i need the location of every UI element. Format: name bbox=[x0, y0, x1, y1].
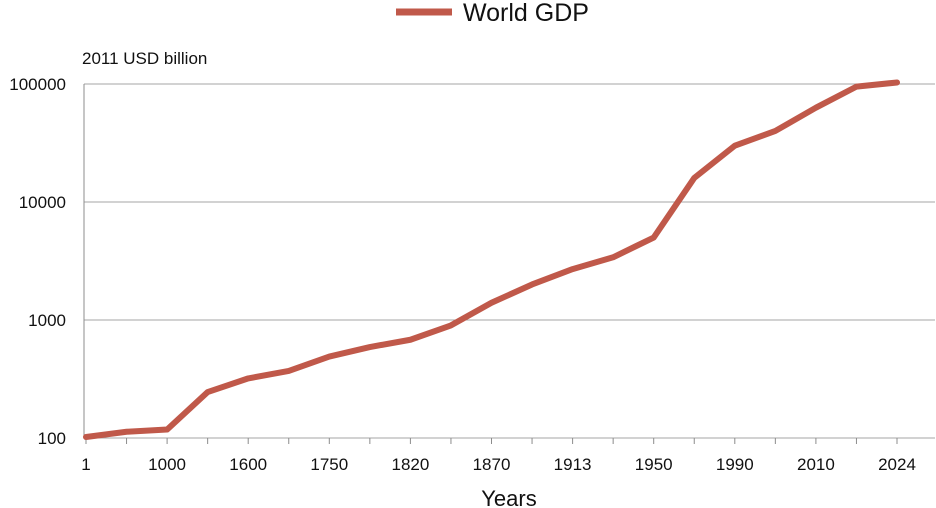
x-tick-label: 1913 bbox=[554, 455, 592, 474]
y-tick-label: 10000 bbox=[19, 193, 66, 212]
x-tick-label: 1820 bbox=[391, 455, 429, 474]
x-tick-label: 1750 bbox=[310, 455, 348, 474]
series-line bbox=[83, 79, 900, 440]
x-tick-label: 1870 bbox=[473, 455, 511, 474]
x-tick-label: 2010 bbox=[797, 455, 835, 474]
y-tick-label: 1000 bbox=[28, 311, 66, 330]
x-tick-label: 2024 bbox=[878, 455, 916, 474]
series-layer bbox=[83, 79, 900, 440]
legend-label: World GDP bbox=[463, 0, 589, 27]
x-tick-label: 1 bbox=[81, 455, 90, 474]
y-tick-label: 100 bbox=[38, 429, 66, 448]
x-tick-label: 1990 bbox=[716, 455, 754, 474]
y-tick-labels: 100 1000 10000 100000 bbox=[9, 75, 66, 448]
y-axis-label: 2011 USD billion bbox=[82, 49, 207, 68]
gridlines bbox=[83, 83, 935, 439]
y-tick-label: 100000 bbox=[9, 75, 66, 94]
x-tick-label: 1600 bbox=[229, 455, 267, 474]
x-tick-labels: 1 1000 1600 1750 1820 1870 1913 1950 1990 2010 202… bbox=[81, 438, 916, 474]
x-tick-label: 1000 bbox=[148, 455, 186, 474]
x-tick-label: 1950 bbox=[635, 455, 673, 474]
legend: World GDP bbox=[396, 0, 589, 27]
x-axis-label: Years bbox=[481, 486, 536, 508]
